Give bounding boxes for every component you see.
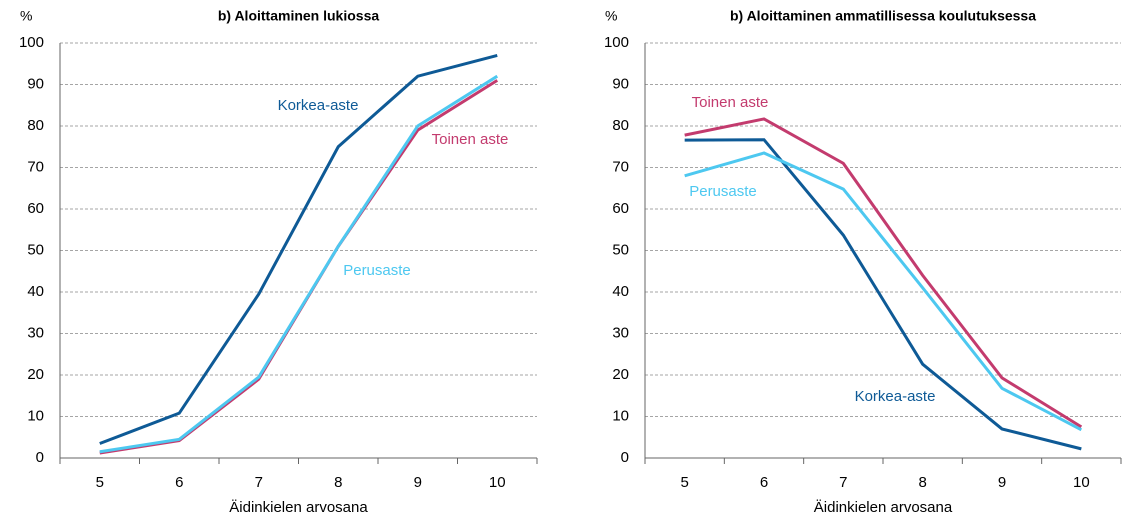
x-axis-label: Äidinkielen arvosana — [814, 499, 953, 516]
x-axis-label: Äidinkielen arvosana — [229, 499, 368, 516]
series-label: Perusaste — [343, 262, 411, 279]
series-line — [99, 53, 498, 445]
y-tick-label: 100 — [604, 34, 629, 51]
x-tick-label: 10 — [1073, 474, 1090, 491]
x-tick-label: 6 — [760, 474, 768, 491]
y-tick-label: 90 — [27, 75, 44, 92]
x-tick-label: 7 — [839, 474, 847, 491]
y-tick-label: 50 — [27, 241, 44, 258]
series-label: Perusaste — [689, 183, 757, 200]
series-label: Toinen aste — [432, 131, 509, 148]
y-tick-label: 0 — [36, 449, 44, 466]
y-tick-label: 80 — [27, 117, 44, 134]
x-tick-label: 9 — [414, 474, 422, 491]
y-tick-label: 10 — [27, 407, 44, 424]
y-tick-label: 0 — [621, 449, 629, 466]
y-tick-label: 80 — [612, 117, 629, 134]
chart-title: b) Aloittaminen ammatillisessa koulutuks… — [730, 8, 1036, 24]
y-tick-label: 50 — [612, 241, 629, 258]
y-tick-label: 10 — [612, 407, 629, 424]
chart-title: b) Aloittaminen lukiossa — [218, 8, 379, 24]
x-tick-label: 5 — [96, 474, 104, 491]
x-tick-label: 5 — [680, 474, 688, 491]
x-tick-label: 7 — [255, 474, 263, 491]
x-tick-label: 9 — [998, 474, 1006, 491]
x-tick-label: 8 — [334, 474, 342, 491]
y-tick-label: 60 — [27, 200, 44, 217]
y-tick-label: 20 — [27, 366, 44, 383]
y-tick-label: 30 — [612, 324, 629, 341]
series-label: Korkea-aste — [855, 388, 936, 405]
y-tick-label: 30 — [27, 324, 44, 341]
series-line — [684, 151, 1083, 432]
y-tick-label: 90 — [612, 75, 629, 92]
series-label: Toinen aste — [692, 94, 769, 111]
y-tick-label: 60 — [612, 200, 629, 217]
series-line — [684, 138, 1082, 451]
y-tick-label: 40 — [612, 283, 629, 300]
y-axis-label: % — [605, 8, 617, 24]
series-label: Korkea-aste — [278, 97, 359, 114]
series-line — [99, 74, 499, 454]
y-tick-label: 20 — [612, 366, 629, 383]
y-axis-label: % — [20, 8, 32, 24]
series-line — [684, 117, 1083, 429]
y-tick-label: 100 — [19, 34, 44, 51]
x-tick-label: 10 — [489, 474, 506, 491]
y-tick-label: 70 — [27, 158, 44, 175]
y-tick-label: 40 — [27, 283, 44, 300]
x-tick-label: 6 — [175, 474, 183, 491]
y-tick-label: 70 — [612, 158, 629, 175]
x-tick-label: 8 — [918, 474, 926, 491]
